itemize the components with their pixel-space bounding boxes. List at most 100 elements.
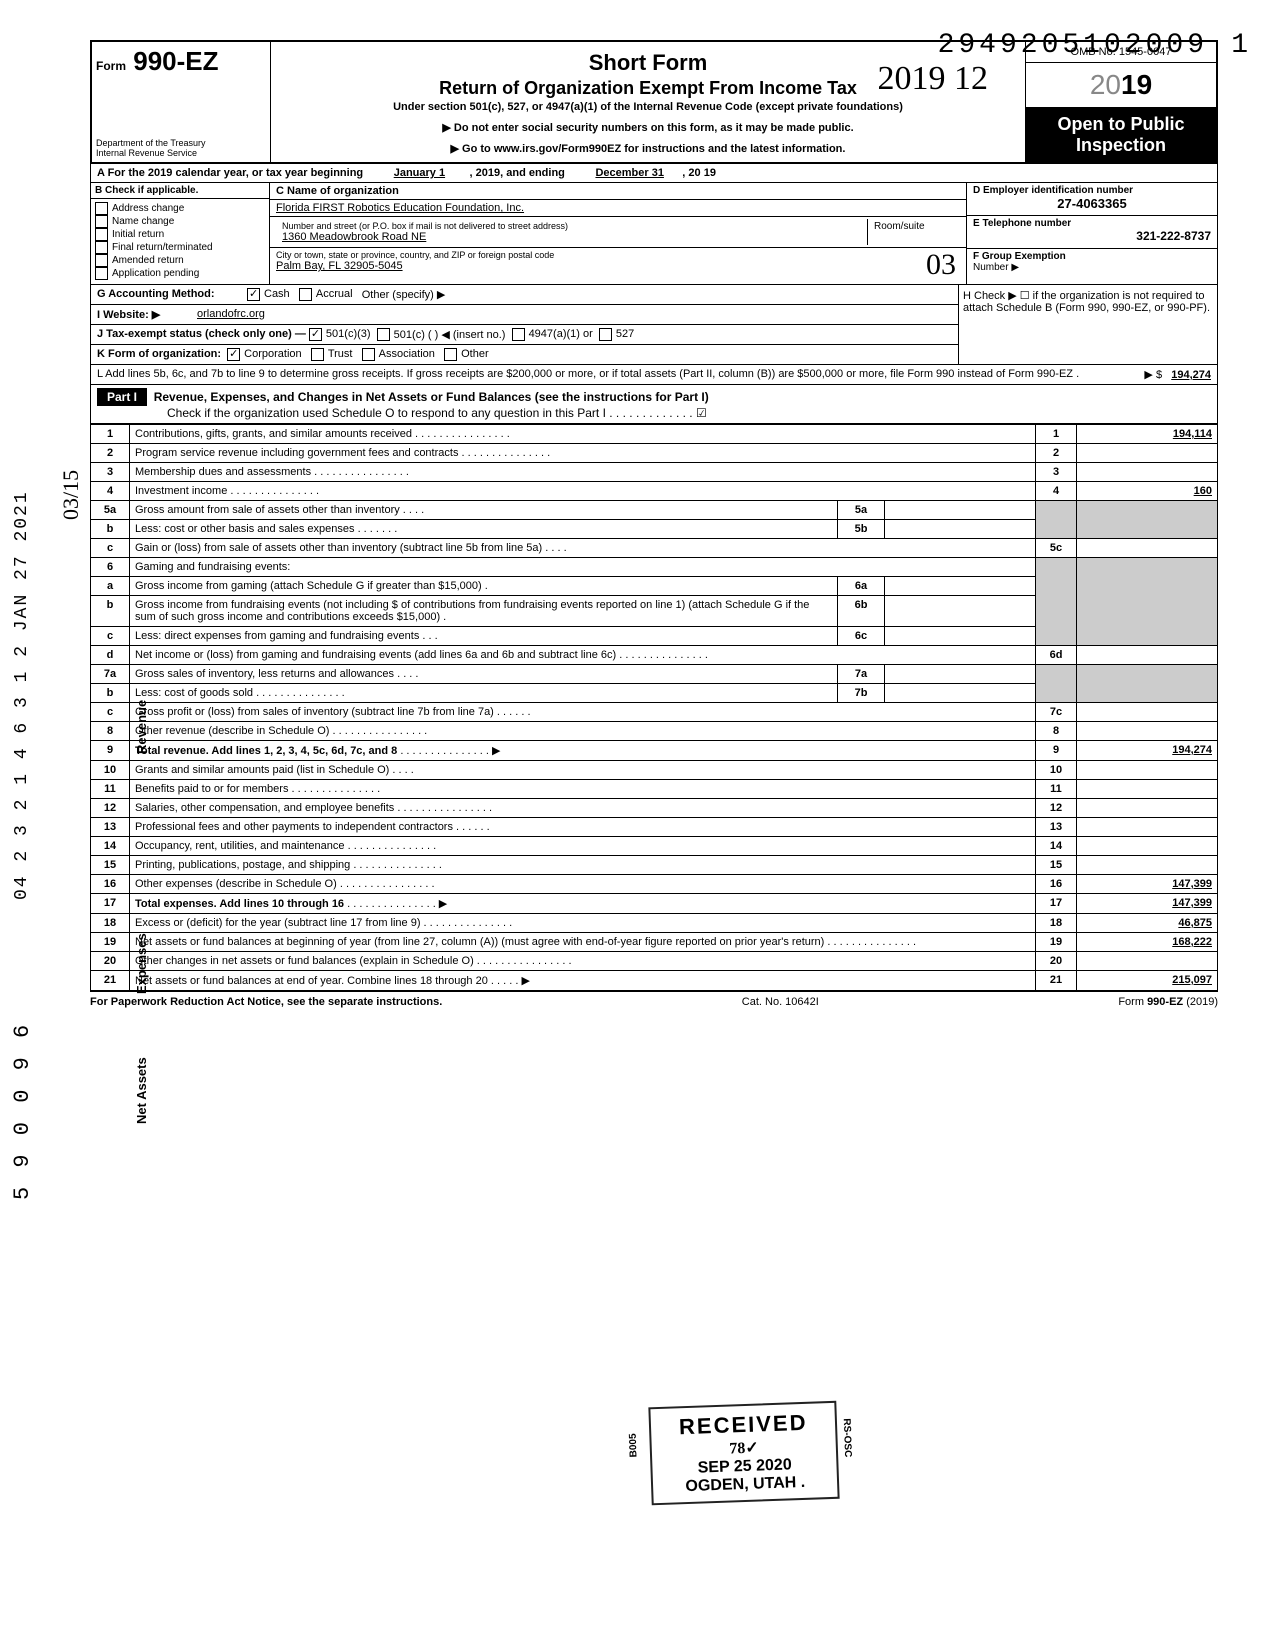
line6-desc: Gaming and fundraising events: [130,558,1036,577]
line17-desc: Total expenses. Add lines 10 through 16 [135,898,344,910]
lbl-cash: Cash [264,288,290,300]
lbl-4947: 4947(a)(1) or [529,328,593,340]
footer-left: For Paperwork Reduction Act Notice, see … [90,996,442,1008]
ein-value: 27-4063365 [973,196,1211,211]
chk-app-pending[interactable] [95,267,108,280]
line-a: A For the 2019 calendar year, or tax yea… [90,164,1218,183]
lbl-assoc: Association [379,348,435,360]
part1-table: 1Contributions, gifts, grants, and simil… [90,424,1218,991]
line2-desc: Program service revenue including govern… [135,447,458,459]
line-a-end: December 31 [595,167,664,179]
chk-name-change[interactable] [95,215,108,228]
line16-desc: Other expenses (describe in Schedule O) … [135,878,343,890]
line13-desc: Professional fees and other payments to … [135,821,453,833]
phone-value: 321-222-8737 [973,229,1211,243]
line-a-mid: , 2019, and ending [470,167,565,179]
line12-desc: Salaries, other compensation, and employ… [135,802,400,814]
chk-corp[interactable] [227,348,240,361]
margin-stamp-scanned: 04 2 3 2 1 4 6 3 1 2 JAN 27 2021 [12,490,32,900]
chk-address-change[interactable] [95,202,108,215]
l-arrow: ▶ $ [1144,369,1162,381]
l-amount: 194,274 [1171,369,1211,381]
lbl-527: 527 [616,328,634,340]
line21-desc: Net assets or fund balances at end of ye… [135,975,488,987]
side-expenses: Expenses [134,933,149,994]
lbl-app-pending: Application pending [112,268,199,279]
margin-barcode: 5 9 0 0 9 6 [10,1022,35,1200]
line16-amt: 147,399 [1077,875,1218,894]
chk-amended[interactable] [95,254,108,267]
chk-4947[interactable] [512,328,525,341]
received-l1: RECEIVED [679,1410,808,1440]
footer-right: Form 990-EZ (2019) [1118,996,1218,1008]
page-number: 1 [1231,30,1248,61]
open-to-public: Open to Public Inspection [1026,108,1216,162]
line-a-begin: January 1 [394,167,445,179]
line7b-desc: Less: cost of goods sold [135,687,253,699]
line4-desc: Investment income [135,485,227,497]
form-number: 990-EZ [133,46,218,76]
chk-initial-return[interactable] [95,228,108,241]
received-stamp: RECEIVED 78✓ SEP 25 2020 OGDEN, UTAH . B… [648,1401,840,1506]
j-label: J Tax-exempt status (check only one) — [97,328,306,340]
margin-date-hand: 03/15 [58,470,84,520]
h-text: H Check ▶ ☐ if the organization is not r… [958,285,1217,364]
footer-mid: Cat. No. 10642I [742,996,819,1008]
line20-desc: Other changes in net assets or fund bala… [135,955,480,967]
e-label: E Telephone number [973,218,1071,229]
lbl-other-method: Other (specify) ▶ [362,288,446,301]
lbl-address-change: Address change [112,203,184,214]
c-label: C Name of organization [270,183,966,200]
section-b: B Check if applicable. Address change Na… [91,183,270,284]
line9-amt: 194,274 [1077,741,1218,761]
line6c-desc: Less: direct expenses from gaming and fu… [135,630,419,642]
line4-amt: 160 [1077,482,1218,501]
received-l4: OGDEN, UTAH . [681,1474,810,1496]
line1-desc: Contributions, gifts, grants, and simila… [135,428,418,440]
part1-title: Revenue, Expenses, and Changes in Net As… [154,390,709,404]
org-city: Palm Bay, FL 32905-5045 [276,260,960,272]
instruction-goto: ▶ Go to www.irs.gov/Form990EZ for instru… [281,142,1015,155]
line7a-desc: Gross sales of inventory, less returns a… [135,668,394,680]
line8-desc: Other revenue (describe in Schedule O) . [135,725,336,737]
line9-desc: Total revenue. Add lines 1, 2, 3, 4, 5c,… [135,745,397,757]
chk-cash[interactable] [247,288,260,301]
lbl-other-org: Other [461,348,489,360]
chk-assoc[interactable] [362,348,375,361]
lbl-trust: Trust [328,348,353,360]
line15-desc: Printing, publications, postage, and shi… [135,859,350,871]
year-prefix: 20 [1090,69,1121,100]
line18-amt: 46,875 [1077,914,1218,933]
form-prefix: Form [96,59,126,73]
footer: For Paperwork Reduction Act Notice, see … [90,991,1218,1012]
line21-amt: 215,097 [1077,971,1218,991]
d-label: D Employer identification number [973,185,1133,196]
dept-treasury: Department of the Treasury [96,138,266,148]
dln-number: 2949205102009 [938,30,1208,61]
chk-501c3[interactable] [309,328,322,341]
tax-year: 2019 [1026,63,1216,108]
line5c-desc: Gain or (loss) from sale of assets other… [135,542,542,554]
chk-trust[interactable] [311,348,324,361]
b-header: B Check if applicable. [91,183,269,199]
dept-irs: Internal Revenue Service [96,148,266,158]
line6b-desc: Gross income from fundraising events (no… [135,599,809,623]
chk-501c[interactable] [377,328,390,341]
side-revenue: Revenue [134,700,149,754]
chk-other-org[interactable] [444,348,457,361]
line19-desc: Net assets or fund balances at beginning… [135,936,824,948]
part1-header: Part I Revenue, Expenses, and Changes in… [90,385,1218,424]
l-text: L Add lines 5b, 6c, and 7b to line 9 to … [97,368,1144,380]
chk-527[interactable] [599,328,612,341]
line-a-pre: A For the 2019 calendar year, or tax yea… [97,167,363,179]
line6d-desc: Net income or (loss) from gaming and fun… [135,649,616,661]
line18-desc: Excess or (deficit) for the year (subtra… [135,917,421,929]
lbl-501c3: 501(c)(3) [326,328,371,340]
chk-accrual[interactable] [299,288,312,301]
open-line1: Open to Public [1028,114,1214,135]
f-label: F Group Exemption [973,251,1066,262]
chk-final-return[interactable] [95,241,108,254]
lbl-name-change: Name change [112,216,174,227]
open-line2: Inspection [1028,135,1214,156]
line5b-desc: Less: cost or other basis and sales expe… [135,523,361,535]
